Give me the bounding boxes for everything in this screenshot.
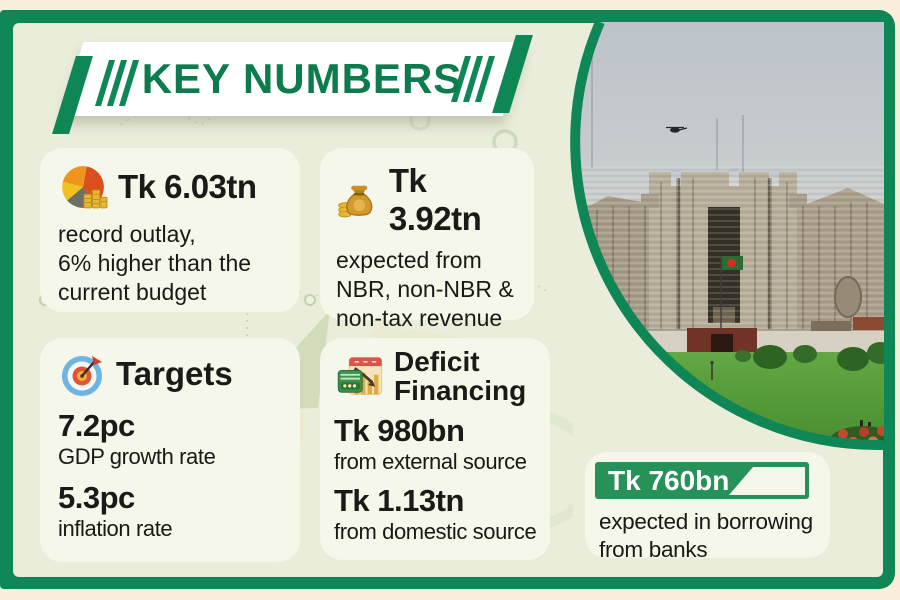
revenue-line-3: non-tax revenue — [336, 304, 503, 331]
photo-curved-border — [570, 20, 884, 451]
domestic-source-label: from domestic source — [334, 519, 537, 545]
gdp-growth-label: GDP growth rate — [58, 444, 216, 469]
external-source-label: from external source — [334, 449, 527, 475]
revenue-amount: Tk 3.92tn — [388, 162, 482, 237]
outlay-line-1: record outlay, — [58, 221, 196, 247]
outlay-line-3: current budget — [58, 278, 207, 305]
round-window — [834, 276, 862, 318]
deficit-title-line-1: Deficit — [394, 346, 480, 377]
borrowing-line-1: expected in borrowing — [599, 509, 813, 534]
revenue-line-2: NBR, non-NBR & — [336, 275, 514, 302]
borrowing-amount: Tk 760bn — [608, 465, 730, 496]
bangladesh-flag — [722, 256, 743, 270]
domestic-source-value: Tk 1.13tn — [334, 483, 464, 519]
outlay-card: Tk 6.03tn record outlay, 6% higher than … — [40, 148, 300, 312]
inflation-label: inflation rate — [58, 516, 173, 541]
external-source-value: Tk 980bn — [334, 413, 465, 449]
money-bag-icon — [338, 185, 373, 218]
gdp-growth-value: 7.2pc — [58, 408, 135, 443]
inflation-value: 5.3pc — [58, 480, 135, 515]
parliament-building — [575, 166, 884, 340]
borrowing-line-2: from banks — [599, 537, 708, 563]
revenue-line-1: expected from — [336, 247, 482, 273]
outlay-line-2: 6% higher than the — [58, 249, 252, 276]
helicopter-silhouette — [666, 126, 688, 133]
page-title: KEY NUMBERS — [141, 55, 463, 102]
revenue-card: Tk 3.92tn expected from NBR, non-NBR & n… — [320, 148, 534, 331]
outlay-amount: Tk 6.03tn — [118, 168, 257, 205]
targets-title: Targets — [116, 355, 233, 392]
declining-chart-icon — [337, 356, 383, 395]
lamp-post — [710, 360, 714, 380]
antenna-masts — [591, 45, 744, 175]
deficit-title-line-2: Financing — [394, 374, 527, 406]
header-banner: KEY NUMBERS — [52, 35, 533, 134]
borrowing-amount-badge: Tk 760bn — [595, 462, 809, 499]
parliament-photo — [570, 20, 884, 451]
bushes — [735, 342, 884, 371]
targets-card: Targets 7.2pc GDP growth rate 5.3pc infl… — [40, 338, 300, 562]
pie-chart-coins-icon — [62, 166, 108, 209]
bank-borrowing-card: Tk 760bn expected in borrowing from bank… — [585, 452, 830, 562]
deficit-financing-card: Deficit Financing Tk 980bn from external… — [320, 338, 550, 560]
target-dart-icon — [62, 356, 102, 396]
